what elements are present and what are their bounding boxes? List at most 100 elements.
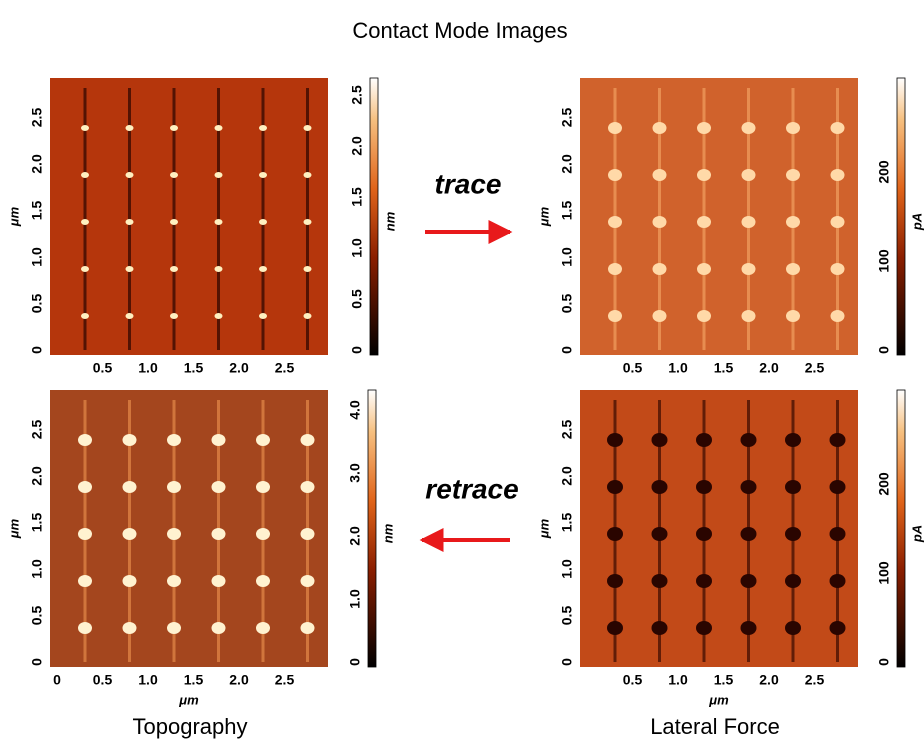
feature-dot: [78, 528, 92, 540]
colorbar-tick-label: 200: [876, 472, 892, 496]
feature-dot: [741, 216, 756, 228]
feature-dot: [740, 433, 757, 447]
colorbar-tick-label: 3.0: [347, 463, 363, 483]
feature-dot: [81, 219, 89, 225]
feature-dot: [259, 266, 267, 272]
feature-dot: [167, 481, 181, 493]
feature-dot: [696, 621, 712, 635]
feature-dot: [300, 434, 315, 446]
feature-dot: [651, 433, 668, 447]
y-tick-label: 2.0: [559, 466, 575, 486]
feature-dot: [300, 528, 315, 540]
feature-dot: [167, 622, 181, 634]
x-tick-label: 0.5: [93, 672, 113, 688]
feature-dot: [303, 219, 312, 225]
afm-image: [50, 78, 328, 355]
colorbar-tick-label: 100: [876, 561, 892, 585]
feature-dot: [786, 310, 800, 322]
x-tick-label: 2.5: [275, 672, 295, 688]
feature-dot: [608, 169, 622, 181]
feature-dot: [786, 263, 800, 275]
feature-dot: [303, 172, 312, 178]
figure-title: Contact Mode Images: [352, 18, 567, 43]
afm-image: [580, 78, 858, 355]
feature-dot: [741, 310, 756, 322]
feature-dot: [652, 216, 667, 228]
feature-dot: [740, 621, 757, 635]
feature-dot: [740, 527, 757, 541]
x-tick-label: 2.0: [759, 672, 779, 688]
feature-dot: [740, 480, 757, 494]
feature-dot: [78, 575, 92, 587]
afm-image: [580, 390, 858, 667]
x-tick-label: 0.5: [623, 360, 643, 376]
feature-dot: [607, 480, 623, 494]
feature-dot: [78, 622, 92, 634]
feature-dot: [651, 574, 668, 588]
x-tick-label: 2.5: [805, 360, 825, 376]
x-tick-label: 2.0: [759, 360, 779, 376]
feature-dot: [125, 172, 134, 178]
feature-dot: [607, 527, 623, 541]
feature-dot: [608, 310, 622, 322]
feature-dot: [125, 266, 134, 272]
feature-dot: [78, 434, 92, 446]
feature-dot: [122, 528, 137, 540]
feature-dot: [696, 480, 712, 494]
feature-dot: [652, 169, 667, 181]
feature-dot: [830, 310, 845, 322]
feature-dot: [697, 310, 711, 322]
feature-dot: [170, 172, 178, 178]
feature-dot: [608, 216, 622, 228]
feature-dot: [214, 125, 223, 131]
feature-dot: [214, 172, 223, 178]
x-tick-label: 1.5: [714, 360, 734, 376]
y-axis-label: μm: [6, 206, 21, 227]
feature-dot: [741, 122, 756, 134]
feature-dot: [167, 528, 181, 540]
x-axis-label: μm: [178, 692, 199, 707]
colorbar-tick-label: 1.0: [349, 238, 365, 258]
feature-dot: [214, 266, 223, 272]
colorbar-tick-label: 2.0: [347, 526, 363, 546]
y-tick-label: 0.5: [29, 606, 45, 626]
feature-dot: [786, 169, 800, 181]
feature-dot: [125, 125, 134, 131]
feature-dot: [259, 219, 267, 225]
feature-dot: [211, 528, 226, 540]
feature-dot: [81, 266, 89, 272]
feature-dot: [652, 310, 667, 322]
colorbar: [896, 389, 906, 668]
feature-dot: [303, 313, 312, 319]
colorbar-unit: nm: [382, 211, 397, 231]
colorbar-unit: pA: [909, 213, 924, 231]
feature-dot: [741, 169, 756, 181]
colorbar-tick-label: 0: [347, 658, 363, 666]
feature-dot: [81, 313, 89, 319]
feature-dot: [167, 434, 181, 446]
y-tick-label: 2.0: [29, 154, 45, 174]
feature-dot: [830, 263, 845, 275]
colorbar-tick-label: 0.5: [349, 289, 365, 309]
feature-dot: [170, 313, 178, 319]
x-tick-label: 2.5: [805, 672, 825, 688]
feature-dot: [652, 122, 667, 134]
feature-dot: [785, 527, 801, 541]
y-tick-label: 1.5: [559, 201, 575, 221]
colorbar-tick-label: 100: [876, 249, 892, 273]
y-tick-label: 2.5: [29, 420, 45, 440]
y-axis-label: μm: [536, 518, 551, 539]
colorbar-tick-label: 0: [876, 658, 892, 666]
feature-dot: [167, 575, 181, 587]
feature-dot: [607, 433, 623, 447]
x-tick-label: 2.0: [229, 672, 249, 688]
feature-dot: [211, 434, 226, 446]
y-tick-label: 1.0: [29, 247, 45, 267]
feature-dot: [830, 122, 845, 134]
feature-dot: [786, 122, 800, 134]
y-tick-label: 2.5: [29, 108, 45, 128]
caption: Lateral Force: [650, 714, 780, 739]
x-tick-label: 1.0: [138, 360, 158, 376]
